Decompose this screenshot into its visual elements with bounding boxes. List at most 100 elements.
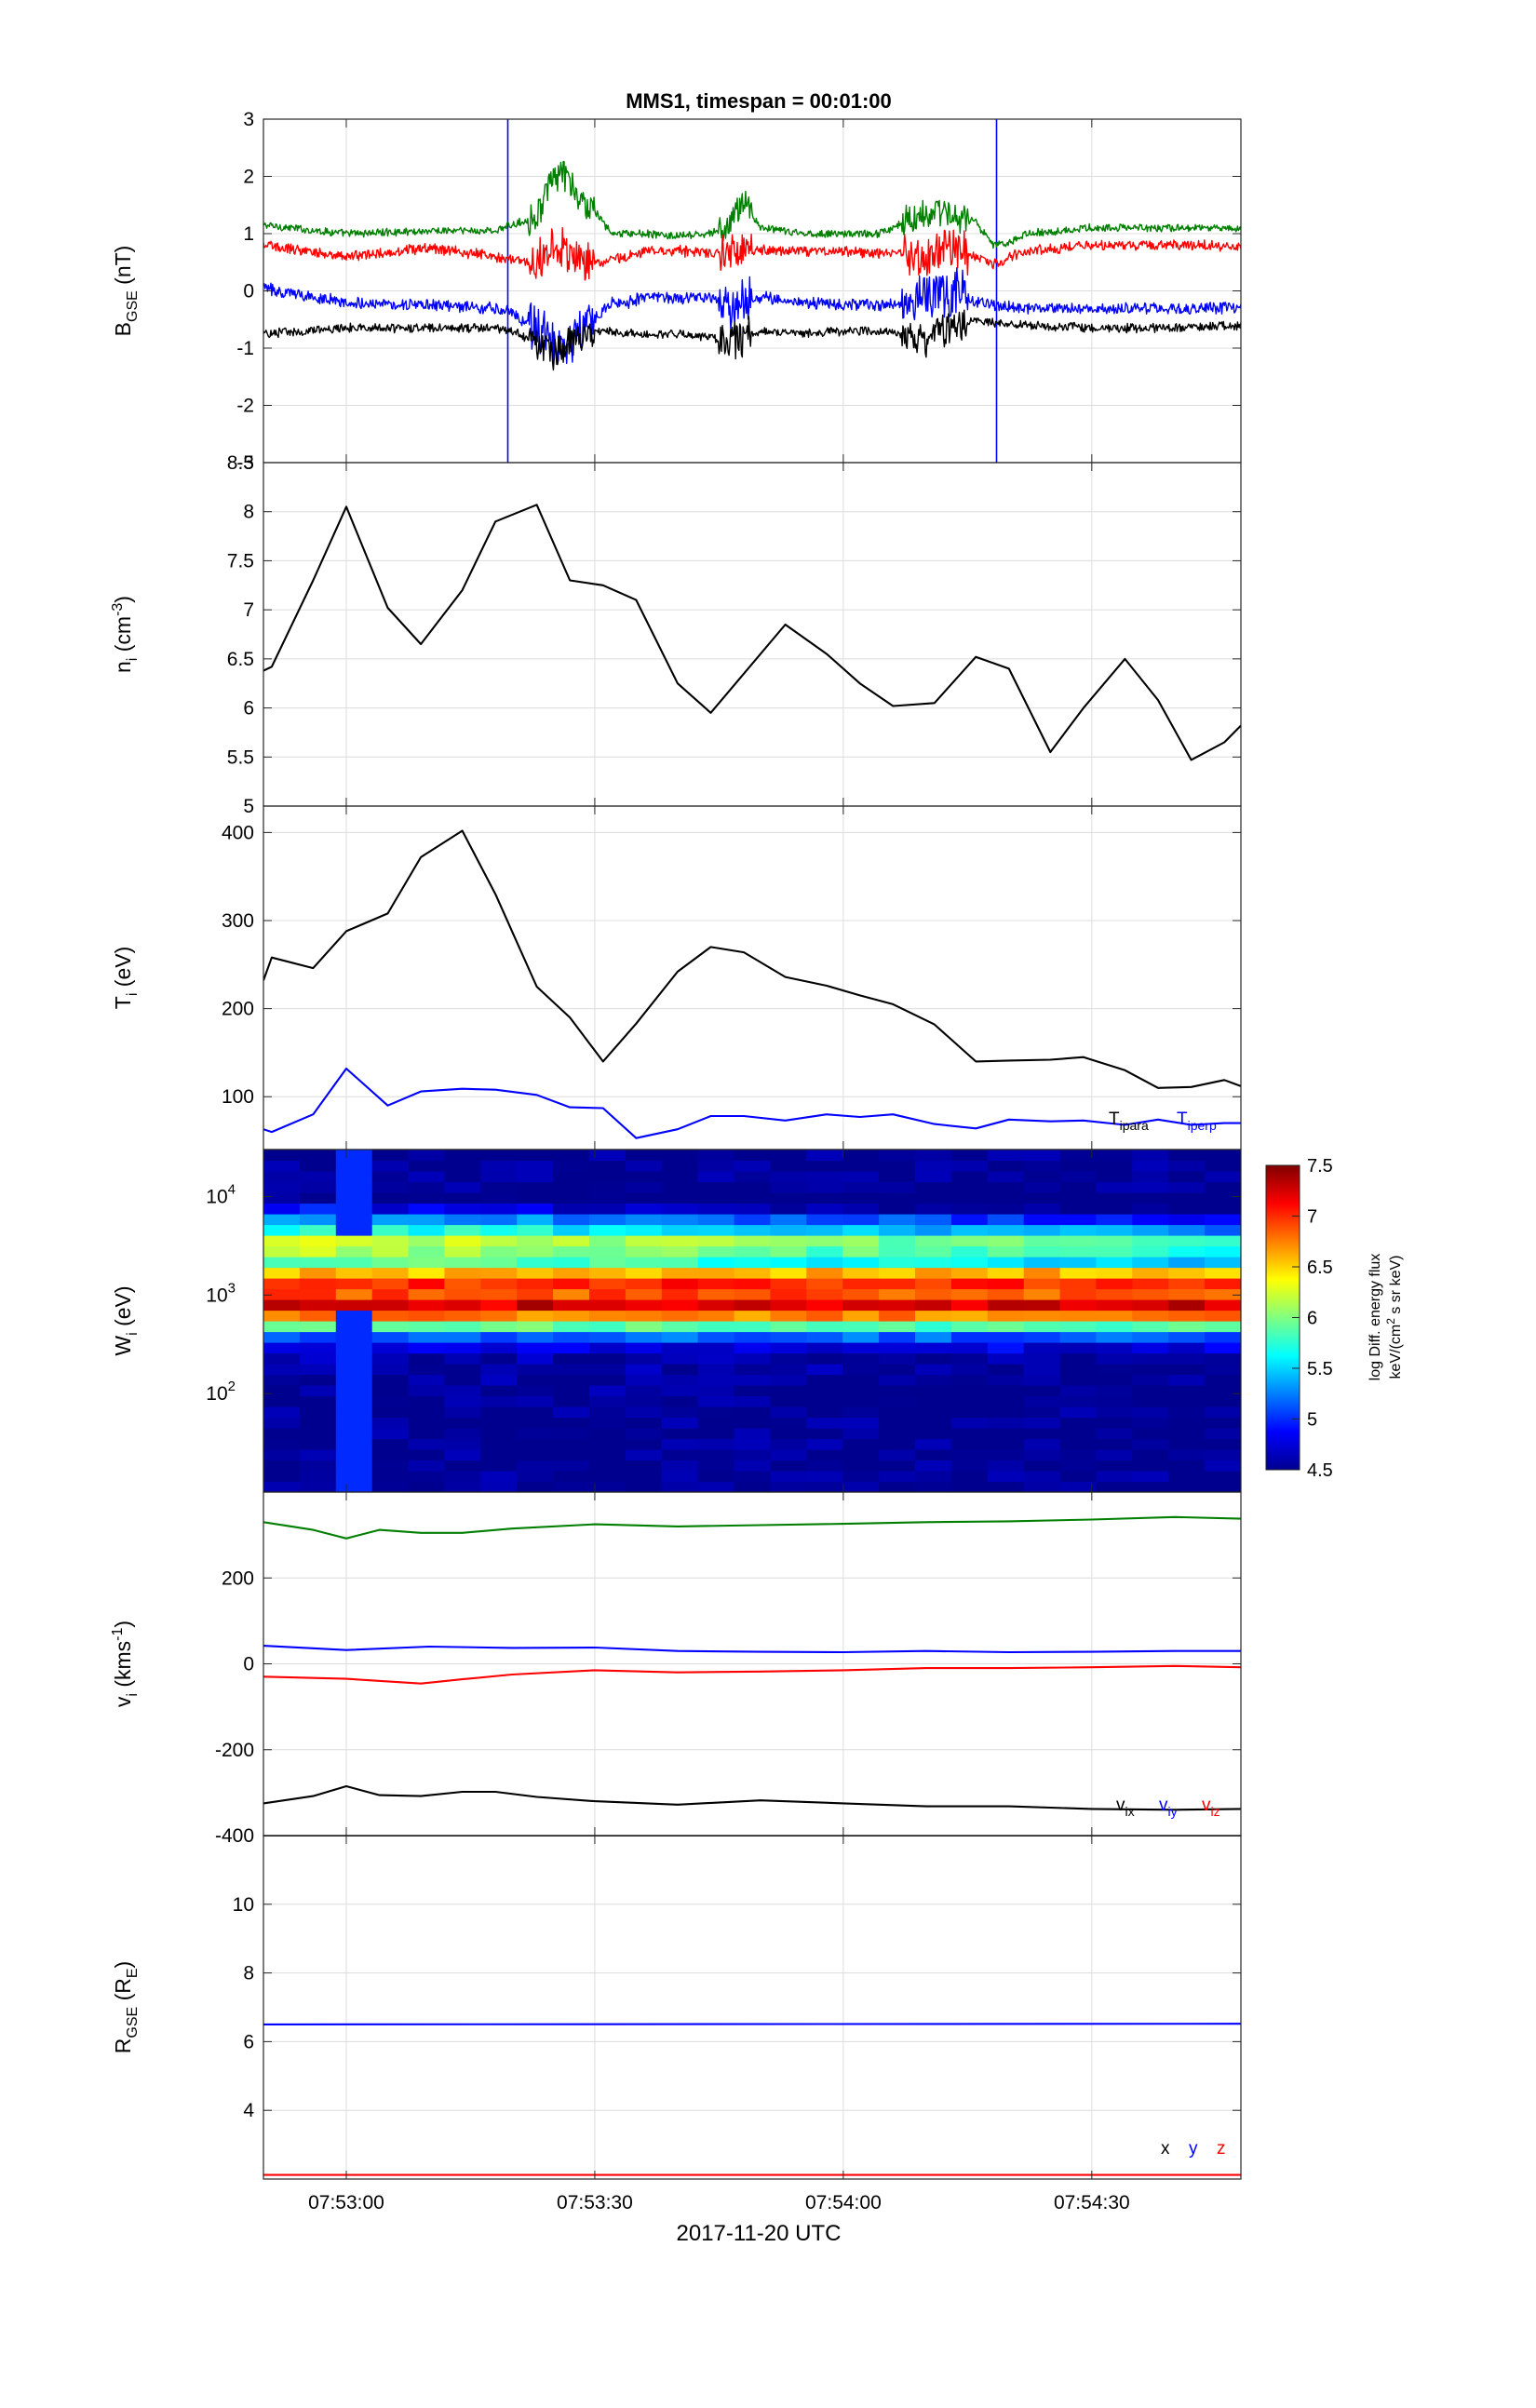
spectrogram-cell xyxy=(950,1331,989,1343)
spectrogram-cell xyxy=(950,1395,989,1407)
spectrogram-cell xyxy=(806,1438,843,1450)
spectrogram-cell xyxy=(770,1203,807,1215)
spectrogram-cell xyxy=(1205,1449,1241,1461)
spectrogram-cell xyxy=(950,1278,989,1290)
spectrogram-cell xyxy=(987,1203,1025,1215)
spectrogram-cell xyxy=(770,1257,807,1269)
spectrogram-cell xyxy=(299,1214,337,1226)
spectrogram-cell xyxy=(734,1374,772,1386)
spectrogram-cell xyxy=(589,1438,627,1450)
spectrogram-cell xyxy=(1023,1299,1061,1312)
spectrogram-cell xyxy=(625,1267,663,1279)
spectrogram-cell xyxy=(335,1406,373,1419)
spectrogram-cell xyxy=(1023,1150,1061,1162)
spectrogram-cell xyxy=(1132,1235,1169,1247)
series-line-b-0 xyxy=(263,160,1241,249)
spectrogram-cell xyxy=(842,1214,880,1226)
spectrogram-cell xyxy=(734,1267,772,1279)
spectrogram-cell xyxy=(335,1331,373,1343)
spectrogram-cell xyxy=(661,1406,699,1419)
spectrogram-cell xyxy=(625,1278,663,1290)
spectrogram-cell xyxy=(335,1417,373,1429)
spectrogram-cell xyxy=(1205,1150,1241,1162)
spectrogram-cell xyxy=(1023,1460,1061,1472)
spectrogram-cell xyxy=(842,1481,880,1492)
spectrogram-cell xyxy=(444,1245,481,1258)
spectrogram-cell xyxy=(1132,1417,1169,1429)
spectrogram-cell xyxy=(1023,1235,1061,1247)
spectrogram-cell xyxy=(335,1310,373,1322)
spectrogram-cell xyxy=(697,1160,735,1172)
spectrogram-cell xyxy=(915,1278,952,1290)
spectrogram-cell xyxy=(1023,1310,1061,1322)
spectrogram-cell xyxy=(1023,1417,1061,1429)
spectrogram-cell xyxy=(1059,1192,1098,1204)
spectrogram-cell xyxy=(1059,1417,1098,1429)
spectrogram-cell xyxy=(915,1471,952,1483)
spectrogram-cell xyxy=(697,1460,735,1472)
spectrogram-cell xyxy=(1096,1428,1133,1440)
spectrogram-cell xyxy=(697,1288,735,1300)
spectrogram-cell xyxy=(1059,1321,1098,1333)
spectrogram-cell xyxy=(1059,1374,1098,1386)
y-tick-label: -3 xyxy=(236,452,254,474)
spectrogram-cell xyxy=(625,1160,663,1172)
spectrogram-cell xyxy=(1096,1310,1133,1322)
spectrogram-cell xyxy=(480,1406,518,1419)
spectrogram-cell xyxy=(335,1257,373,1269)
spectrogram-cell xyxy=(842,1395,880,1407)
spectrogram-cell xyxy=(553,1150,590,1162)
spectrogram-cell xyxy=(1168,1181,1206,1193)
spectrogram-cell xyxy=(879,1471,916,1483)
spectrogram-cell xyxy=(480,1342,518,1354)
spectrogram-cell xyxy=(625,1203,663,1215)
spectrogram-cell xyxy=(1168,1438,1206,1450)
spectrogram-cell xyxy=(371,1299,410,1312)
spectrogram-cell xyxy=(987,1160,1025,1172)
spectrogram-cell xyxy=(1205,1171,1241,1183)
spectrogram-cell xyxy=(661,1481,699,1492)
spectrogram-cell xyxy=(480,1321,518,1333)
spectrogram-cell xyxy=(879,1203,916,1215)
spectrogram-cell xyxy=(661,1438,699,1450)
spectrogram-cell xyxy=(879,1299,916,1312)
spectrogram-cell xyxy=(879,1417,916,1429)
spectrogram-cell xyxy=(335,1374,373,1386)
spectrogram-cell xyxy=(1132,1310,1169,1322)
spectrogram-cell xyxy=(263,1288,301,1300)
y-tick-label: 5 xyxy=(243,796,254,817)
spectrogram-cell xyxy=(1168,1245,1206,1258)
spectrogram-cell xyxy=(950,1160,989,1172)
series-line-b-3 xyxy=(263,309,1241,370)
spectrogram-cell xyxy=(734,1438,772,1450)
spectrogram-cell xyxy=(1059,1310,1098,1322)
spectrogram-cell xyxy=(1168,1150,1206,1162)
spectrogram-cell xyxy=(1168,1331,1206,1343)
spectrogram-cell xyxy=(770,1460,807,1472)
spectrogram-cell xyxy=(589,1267,627,1279)
spectrogram-cell xyxy=(950,1267,989,1279)
spectrogram-cell xyxy=(1023,1438,1061,1450)
spectrogram-cell xyxy=(842,1310,880,1322)
spectrogram-cell xyxy=(879,1342,916,1354)
spectrogram-cell xyxy=(770,1481,807,1492)
spectrogram-cell xyxy=(661,1321,699,1333)
spectrogram-cell xyxy=(734,1150,772,1162)
ylabel-r: RGSE (RE) xyxy=(111,1961,141,2053)
spectrogram-cell xyxy=(480,1428,518,1440)
spectrogram-cell xyxy=(915,1160,952,1172)
spectrogram-cell xyxy=(697,1481,735,1492)
spectrogram-cell xyxy=(697,1267,735,1279)
spectrogram-cell xyxy=(842,1385,880,1397)
spectrogram-cell xyxy=(480,1245,518,1258)
spectrogram-cell xyxy=(806,1428,843,1440)
legend-entry: vix xyxy=(1116,1796,1135,1819)
spectrogram-cell xyxy=(1168,1374,1206,1386)
spectrogram-cell xyxy=(444,1192,481,1204)
spectrogram-cell xyxy=(299,1150,337,1162)
colorbar-tick-label: 7 xyxy=(1307,1207,1317,1228)
spectrogram-cell xyxy=(408,1299,446,1312)
spectrogram-cell xyxy=(987,1288,1025,1300)
spectrogram-cell xyxy=(915,1245,952,1258)
spectrogram-cell xyxy=(1059,1481,1098,1492)
